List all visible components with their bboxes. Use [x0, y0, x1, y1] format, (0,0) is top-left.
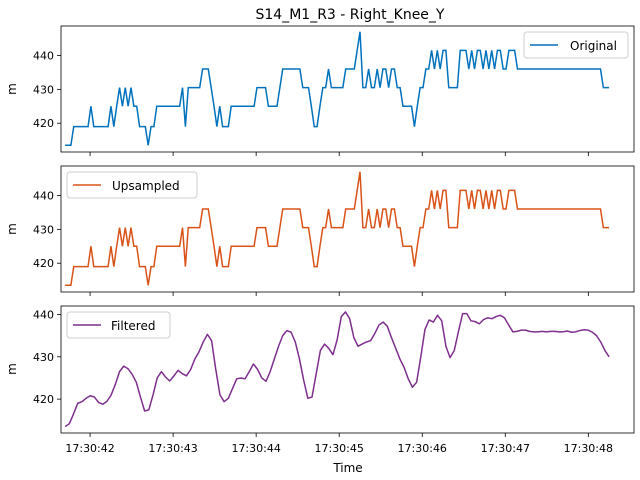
x-tick-label: 17:30:43 — [148, 442, 197, 455]
legend-label-upsampled: Upsampled — [112, 179, 180, 193]
legend-box — [523, 31, 629, 59]
y-tick-label: 430 — [33, 223, 54, 236]
legend: Upsampled — [66, 171, 198, 199]
panel-upsampled: 420 430 440 m Upsampled — [5, 165, 635, 296]
plot-frame — [60, 305, 635, 434]
y-axis: 420 430 440 — [33, 308, 61, 406]
legend-box — [66, 311, 171, 339]
x-tick-label: 17:30:45 — [314, 442, 363, 455]
y-tick-label: 430 — [33, 351, 54, 364]
legend-label-filtered: Filtered — [111, 319, 155, 333]
legend-label-original: Original — [570, 39, 617, 53]
figure-title: S14_M1_R3 - Right_Knee_Y — [256, 7, 445, 23]
x-tick-label: 17:30:48 — [564, 442, 613, 455]
panel-original: 420 430 440 m Original — [5, 25, 635, 156]
y-tick-label: 430 — [33, 83, 54, 96]
x-tick-label: 17:30:44 — [231, 442, 280, 455]
x-axis — [89, 292, 589, 296]
y-axis-label: m — [5, 223, 19, 235]
x-axis-label: Time — [332, 461, 362, 475]
series-line-upsampled — [65, 171, 610, 286]
x-tick-label: 17:30:46 — [398, 442, 447, 455]
y-axis-label: m — [5, 363, 19, 375]
y-tick-label: 440 — [33, 49, 54, 62]
series-line-original — [65, 31, 610, 146]
x-tick-label: 17:30:42 — [65, 442, 114, 455]
y-tick-label: 420 — [33, 257, 54, 270]
y-tick-label: 440 — [33, 308, 54, 321]
legend: Filtered — [66, 311, 171, 339]
series-line-filtered — [64, 311, 610, 428]
y-tick-label: 420 — [33, 393, 54, 406]
legend: Original — [523, 31, 629, 59]
x-axis: 17:30:42 17:30:43 17:30:44 17:30:45 17:30:46… — [65, 433, 613, 455]
x-tick-label: 17:30:47 — [481, 442, 530, 455]
y-axis: 420 430 440 — [33, 49, 61, 130]
y-axis: 420 430 440 — [33, 189, 61, 270]
legend-box — [66, 171, 198, 199]
x-axis — [89, 152, 589, 156]
y-tick-label: 440 — [33, 189, 54, 202]
plot-frame — [60, 25, 635, 153]
y-axis-label: m — [5, 83, 19, 95]
plot-frame — [60, 165, 635, 293]
y-tick-label: 420 — [33, 117, 54, 130]
